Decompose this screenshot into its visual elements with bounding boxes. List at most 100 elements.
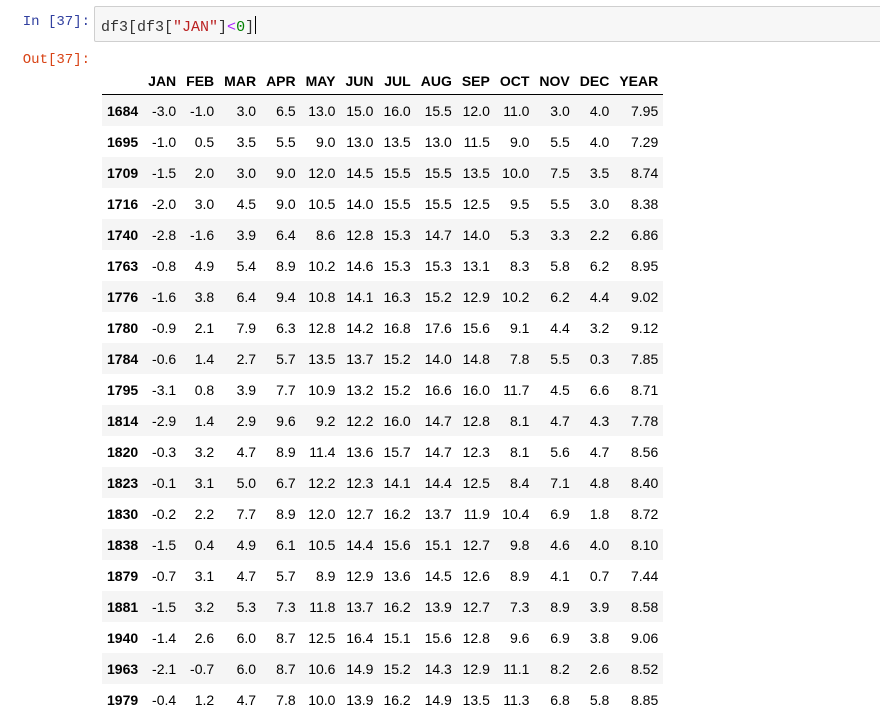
table-cell: 11.8 xyxy=(309,598,336,615)
table-cell: 15.3 xyxy=(424,257,452,274)
table-row: 1879 -0.7 3.1 4.7 5.7 8.9 12.9 13.6 14.5 12.6 8.9 4… xyxy=(102,560,664,591)
table-cell: 12.8 xyxy=(346,226,374,243)
code-text[interactable]: df3[df3["JAN"]<0] xyxy=(101,16,257,36)
table-cell: 15.0 xyxy=(346,102,374,119)
table-cell: -1.5 xyxy=(152,164,177,181)
text-cursor xyxy=(255,16,257,34)
table-cell: 16.0 xyxy=(383,102,411,119)
code-input-cell[interactable]: df3[df3["JAN"]<0] xyxy=(94,6,880,42)
table-cell: 11.0 xyxy=(503,102,530,119)
table-row: 1740 -2.8 -1.6 3.9 6.4 8.6 12.8 15.3 14.7 14.0 5.3… xyxy=(102,219,664,250)
table-cell: 8.7 xyxy=(276,629,296,646)
table-cell: 7.7 xyxy=(276,381,296,398)
table-cell: -1.5 xyxy=(152,598,177,615)
table-cell: -1.0 xyxy=(152,133,177,150)
table-cell: 12.5 xyxy=(462,195,490,212)
table-cell: 10.8 xyxy=(308,288,336,305)
table-cell: 14.4 xyxy=(346,536,374,553)
table-cell: 7.7 xyxy=(236,505,257,522)
table-cell: 9.0 xyxy=(315,133,336,150)
table-cell: 16.2 xyxy=(383,505,411,522)
table-cell: -1.5 xyxy=(152,536,177,553)
header-row: JAN FEB MAR APR MAY JUN JUL AUG SEP OCT NOV DEC YEAR xyxy=(102,67,664,95)
table-cell: 2.9 xyxy=(236,412,257,429)
table-cell: 6.2 xyxy=(589,257,610,274)
table-cell: 13.5 xyxy=(308,350,336,367)
table-cell: -1.6 xyxy=(190,226,215,243)
table-cell: 14.1 xyxy=(383,474,411,491)
table-cell: 7.1 xyxy=(550,474,570,491)
table-cell: 4.7 xyxy=(550,412,570,429)
table-cell: 3.8 xyxy=(194,288,215,305)
table-cell: 12.3 xyxy=(346,474,374,491)
table-cell: 2.2 xyxy=(589,226,610,243)
table-row: 1881 -1.5 3.2 5.3 7.3 11.8 13.7 16.2 13.9 12.7 7.3… xyxy=(102,591,664,622)
table-cell: 12.7 xyxy=(462,598,490,615)
table-cell: 11.4 xyxy=(309,443,336,460)
table-cell: -0.1 xyxy=(152,474,177,491)
table-cell: 4.7 xyxy=(236,443,257,460)
table-cell: 14.6 xyxy=(346,257,374,274)
table-cell: 1.4 xyxy=(194,350,215,367)
table-cell: 8.6 xyxy=(315,226,336,243)
row-index: 1820 xyxy=(107,443,139,460)
column-header: OCT xyxy=(494,67,535,95)
table-cell: 3.2 xyxy=(589,319,610,336)
table-cell: 9.0 xyxy=(276,164,296,181)
table-cell: 3.2 xyxy=(194,598,215,615)
table-cell: -0.8 xyxy=(152,257,177,274)
index-header xyxy=(102,67,144,95)
table-cell: 3.0 xyxy=(589,195,610,212)
table-cell: 0.8 xyxy=(194,381,215,398)
table-cell: 4.7 xyxy=(236,691,257,708)
table-cell: 14.1 xyxy=(346,288,374,305)
table-cell: -2.0 xyxy=(152,195,177,212)
table-cell: 3.3 xyxy=(550,226,570,243)
table-cell: 2.0 xyxy=(194,164,215,181)
table-cell: 8.10 xyxy=(630,536,659,553)
table-cell: 3.0 xyxy=(236,164,257,181)
table-cell: 13.9 xyxy=(346,691,374,708)
table-cell: 13.1 xyxy=(462,257,490,274)
table-cell: 4.4 xyxy=(589,288,610,305)
table-cell: 14.0 xyxy=(346,195,374,212)
table-cell: 7.5 xyxy=(550,164,570,181)
table-row: 1814 -2.9 1.4 2.9 9.6 9.2 12.2 16.0 14.7 12.8 8.1 4… xyxy=(102,405,664,436)
table-cell: 8.38 xyxy=(630,195,659,212)
row-index: 1795 xyxy=(107,381,139,398)
table-cell: 9.0 xyxy=(276,195,296,212)
table-cell: 12.9 xyxy=(462,288,490,305)
table-cell: 12.7 xyxy=(346,505,374,522)
table-cell: 14.7 xyxy=(424,443,452,460)
code-part-b: ] xyxy=(218,19,228,36)
row-index: 1881 xyxy=(107,598,139,615)
row-index: 1814 xyxy=(107,412,139,429)
table-cell: 14.8 xyxy=(462,350,490,367)
table-cell: 7.95 xyxy=(630,102,659,119)
table-cell: 13.5 xyxy=(383,133,411,150)
table-cell: 14.3 xyxy=(424,660,452,677)
table-cell: -2.9 xyxy=(152,412,177,429)
table-cell: 8.85 xyxy=(630,691,659,708)
table-row: 1979 -0.4 1.2 4.7 7.8 10.0 13.9 16.2 14.9 13.5 11.… xyxy=(102,684,664,715)
table-cell: 5.3 xyxy=(509,226,530,243)
table-cell: 7.8 xyxy=(509,350,530,367)
table-cell: 11.7 xyxy=(503,381,530,398)
table-cell: -1.0 xyxy=(190,102,215,119)
table-cell: 14.7 xyxy=(424,226,452,243)
table-cell: -2.8 xyxy=(152,226,177,243)
table-cell: 15.2 xyxy=(424,288,452,305)
table-row: 1695 -1.0 0.5 3.5 5.5 9.0 13.0 13.5 13.0 11.5 9.0 5… xyxy=(102,126,664,157)
table-cell: 6.0 xyxy=(236,629,257,646)
table-cell: 12.3 xyxy=(462,443,490,460)
table-cell: 6.7 xyxy=(276,474,296,491)
table-cell: -0.3 xyxy=(152,443,177,460)
table-cell: 8.9 xyxy=(276,505,296,522)
table-cell: 13.6 xyxy=(383,567,411,584)
column-header: NOV xyxy=(534,67,575,95)
table-cell: 1.4 xyxy=(194,412,215,429)
table-cell: 8.74 xyxy=(630,164,659,181)
table-cell: 11.3 xyxy=(503,691,530,708)
table-cell: 15.6 xyxy=(424,629,452,646)
table-row: 1830 -0.2 2.2 7.7 8.9 12.0 12.7 16.2 13.7 11.9 10.… xyxy=(102,498,664,529)
